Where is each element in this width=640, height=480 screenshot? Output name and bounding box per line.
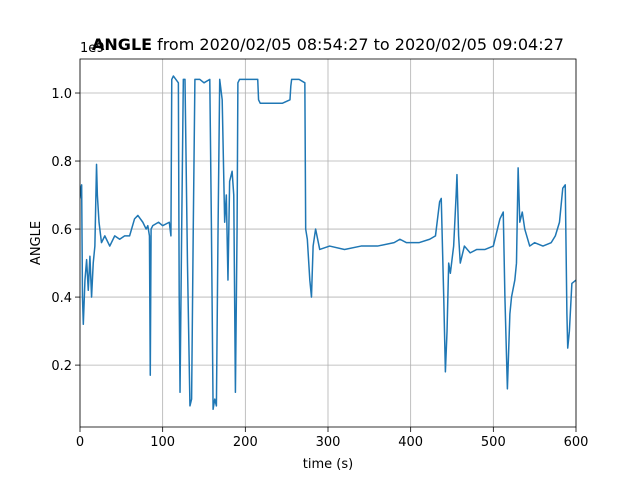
- y-tick-label: 1.0: [51, 87, 72, 102]
- x-tick-label: 600: [564, 435, 589, 450]
- x-tick-label: 100: [150, 435, 175, 450]
- title-text: from 2020/02/05 08:54:27 to 2020/02/05 0…: [157, 35, 564, 54]
- y-tick-label: 0.6: [51, 223, 72, 238]
- x-tick-label: 400: [398, 435, 423, 450]
- x-tick-label: 0: [76, 435, 84, 450]
- y-axis-label: ANGLE: [29, 221, 44, 265]
- axes-frame: [79, 58, 577, 428]
- data-line: [80, 75, 576, 411]
- title-bold: ANGLE: [92, 35, 152, 54]
- y-tick-label: 0.4: [51, 291, 72, 306]
- x-tick-label: 500: [481, 435, 506, 450]
- x-tick-label: 300: [316, 435, 341, 450]
- chart-title: ANGLE from 2020/02/05 08:54:27 to 2020/02…: [92, 35, 564, 54]
- x-tick-label: 200: [233, 435, 258, 450]
- y-tick-label: 0.2: [51, 359, 72, 374]
- y-offset-text: 1e9: [80, 41, 105, 56]
- y-tick-label: 0.8: [51, 155, 72, 170]
- x-axis-label: time (s): [303, 457, 353, 472]
